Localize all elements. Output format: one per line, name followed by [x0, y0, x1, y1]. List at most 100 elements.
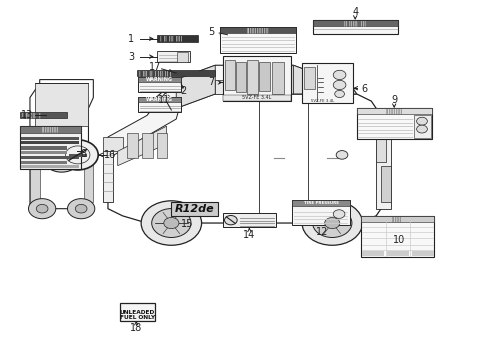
- Bar: [356, 108, 431, 114]
- Text: R12de: R12de: [174, 204, 214, 214]
- Polygon shape: [108, 94, 385, 223]
- Text: 5: 5: [208, 27, 214, 37]
- Text: 10: 10: [393, 235, 405, 245]
- Polygon shape: [21, 156, 79, 159]
- Bar: [220, 27, 295, 33]
- Circle shape: [302, 201, 362, 245]
- Polygon shape: [69, 154, 86, 157]
- Polygon shape: [35, 83, 88, 126]
- Polygon shape: [247, 60, 258, 94]
- Polygon shape: [108, 80, 181, 158]
- Polygon shape: [224, 60, 234, 90]
- Text: 17: 17: [148, 62, 161, 72]
- Polygon shape: [103, 137, 122, 151]
- Text: 16: 16: [103, 150, 116, 160]
- Circle shape: [36, 204, 48, 213]
- Text: ||||||||||: ||||||||||: [41, 127, 59, 132]
- Polygon shape: [83, 162, 93, 202]
- Text: 6: 6: [360, 84, 366, 94]
- Bar: [138, 97, 181, 102]
- Text: 7: 7: [208, 77, 214, 87]
- Polygon shape: [30, 80, 93, 209]
- Polygon shape: [127, 134, 138, 158]
- Text: 13: 13: [21, 110, 34, 120]
- Polygon shape: [30, 162, 40, 202]
- Text: 11: 11: [158, 95, 170, 105]
- Text: 8: 8: [81, 149, 86, 159]
- Circle shape: [163, 217, 179, 229]
- Polygon shape: [235, 62, 246, 92]
- Bar: [20, 112, 66, 118]
- Circle shape: [43, 145, 80, 172]
- Text: 3: 3: [128, 51, 134, 62]
- Circle shape: [141, 201, 201, 245]
- Polygon shape: [176, 65, 215, 108]
- Polygon shape: [375, 116, 390, 209]
- Text: 14: 14: [243, 230, 255, 239]
- Circle shape: [67, 199, 95, 219]
- Bar: [120, 303, 155, 320]
- Bar: [171, 202, 217, 216]
- Text: TIRE PRESSURE: TIRE PRESSURE: [303, 201, 338, 205]
- Text: ||||||||||: ||||||||||: [385, 108, 402, 114]
- Text: | || ||| ||||: | || ||| ||||: [159, 36, 182, 41]
- Circle shape: [28, 199, 56, 219]
- Bar: [138, 97, 181, 112]
- Text: | ||| || | ||| || |: | ||| || | ||| || |: [139, 70, 171, 76]
- Text: 18: 18: [130, 324, 142, 333]
- Polygon shape: [264, 65, 293, 94]
- Circle shape: [332, 80, 345, 90]
- Polygon shape: [380, 166, 390, 202]
- Bar: [356, 108, 431, 139]
- Polygon shape: [259, 62, 269, 91]
- Text: || |||||  |||: || ||||| |||: [344, 20, 366, 26]
- Circle shape: [416, 125, 427, 133]
- Bar: [177, 51, 187, 62]
- Text: 5VZ-FE 3.4L: 5VZ-FE 3.4L: [310, 99, 333, 103]
- Polygon shape: [21, 146, 67, 149]
- Polygon shape: [147, 65, 356, 119]
- Bar: [222, 95, 290, 101]
- Bar: [138, 77, 181, 82]
- Text: 4: 4: [351, 7, 358, 17]
- Polygon shape: [271, 62, 283, 94]
- Bar: [20, 126, 81, 133]
- Polygon shape: [21, 141, 79, 144]
- Polygon shape: [21, 151, 67, 154]
- Polygon shape: [21, 165, 79, 168]
- Bar: [413, 116, 430, 138]
- Bar: [157, 51, 189, 62]
- Bar: [302, 63, 352, 103]
- Bar: [222, 56, 290, 101]
- Circle shape: [151, 208, 191, 238]
- Bar: [312, 20, 397, 34]
- Text: |||||||||||||: |||||||||||||: [246, 27, 268, 33]
- Bar: [157, 36, 198, 42]
- Circle shape: [53, 152, 70, 165]
- Polygon shape: [386, 251, 408, 256]
- Bar: [360, 216, 433, 257]
- Text: ||||||: ||||||: [391, 216, 402, 222]
- Circle shape: [224, 216, 237, 225]
- Polygon shape: [304, 67, 315, 89]
- Text: | || |||  |: | || ||| |: [21, 112, 41, 118]
- Polygon shape: [142, 134, 153, 158]
- Circle shape: [324, 217, 339, 229]
- Polygon shape: [21, 136, 79, 140]
- Text: 12: 12: [316, 228, 328, 237]
- Polygon shape: [293, 65, 356, 94]
- Bar: [222, 213, 276, 227]
- Bar: [137, 69, 215, 76]
- Bar: [220, 27, 295, 53]
- Bar: [138, 77, 181, 92]
- Circle shape: [57, 140, 98, 170]
- Bar: [292, 201, 349, 225]
- Text: FUEL ONLY: FUEL ONLY: [120, 315, 155, 320]
- Circle shape: [332, 70, 345, 80]
- Circle shape: [416, 117, 427, 125]
- Bar: [312, 20, 397, 26]
- Polygon shape: [215, 80, 259, 94]
- Text: 5VZ-FE 3.4L: 5VZ-FE 3.4L: [242, 95, 271, 100]
- Bar: [292, 201, 349, 206]
- Polygon shape: [118, 126, 166, 166]
